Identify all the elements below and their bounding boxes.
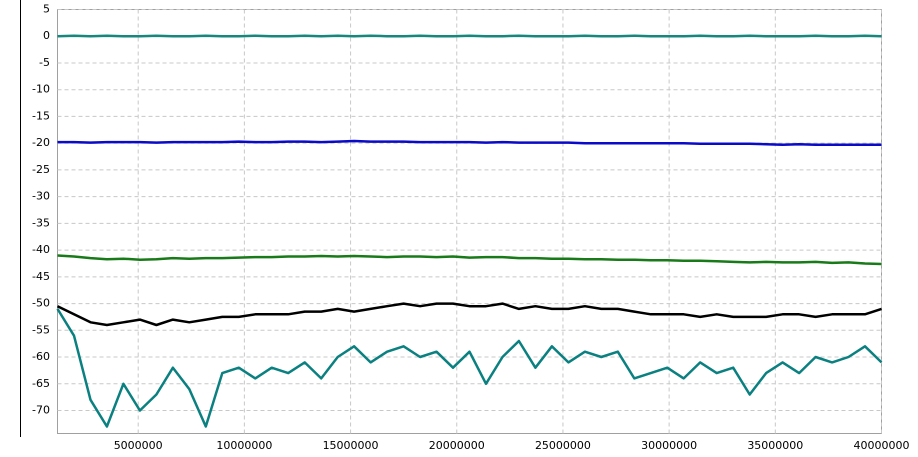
y-tick-label: -35 <box>32 216 50 229</box>
y-tick-label: -25 <box>32 163 50 176</box>
y-tick-label: -45 <box>32 270 50 283</box>
series-line <box>57 139 882 147</box>
y-tick-label: -55 <box>32 323 50 336</box>
plot-area <box>57 9 882 434</box>
series-line <box>57 34 882 38</box>
x-tick-label: 35000000 <box>747 439 803 452</box>
series-line <box>57 254 882 266</box>
y-tick-label: -65 <box>32 377 50 390</box>
y-tick-label: -20 <box>32 136 50 149</box>
x-tick-label: 5000000 <box>114 439 163 452</box>
series-line <box>56 308 883 428</box>
series-line <box>56 302 882 327</box>
y-tick-label: -70 <box>32 404 50 417</box>
x-tick-label: 25000000 <box>535 439 591 452</box>
y-tick-label: 0 <box>43 29 50 42</box>
x-tick-label: 30000000 <box>641 439 697 452</box>
y-tick-label: -40 <box>32 243 50 256</box>
y-tick-label: -10 <box>32 83 50 96</box>
x-tick-label: 20000000 <box>429 439 485 452</box>
x-tick-label: 10000000 <box>216 439 272 452</box>
x-tick-label: 15000000 <box>323 439 379 452</box>
y-tick-label: 5 <box>43 3 50 16</box>
x-tick-label: 40000000 <box>854 439 910 452</box>
y-tick-label: -5 <box>39 56 50 69</box>
y-tick-label: -30 <box>32 190 50 203</box>
y-tick-label: -50 <box>32 297 50 310</box>
y-tick-label: -60 <box>32 350 50 363</box>
y-tick-label: -15 <box>32 109 50 122</box>
